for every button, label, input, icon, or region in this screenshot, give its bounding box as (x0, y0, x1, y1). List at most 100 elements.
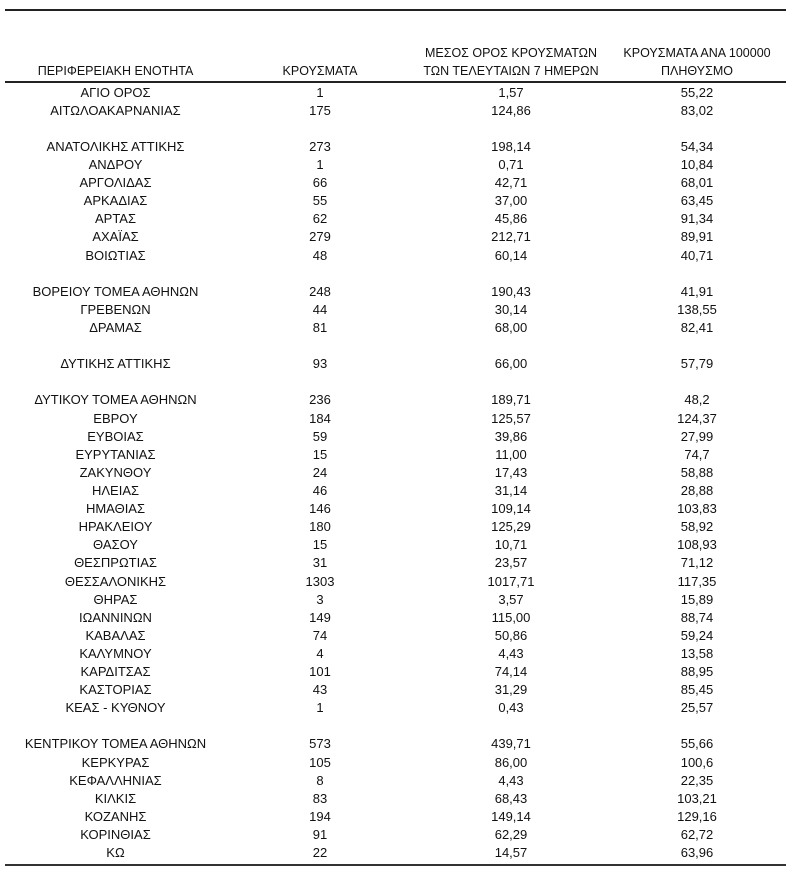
cases-cell: 55 (312, 193, 328, 209)
avg7-cell: 62,29 (494, 827, 528, 843)
cases-cell: 279 (309, 229, 331, 245)
region-cell: ΑΡΤΑΣ (94, 211, 137, 227)
bottom-rule (5, 863, 786, 866)
cases-cell: 4 (316, 645, 324, 661)
table-row: ΚΩ 22 14,57 63,96 (5, 844, 786, 862)
per100k-cell: 58,92 (680, 519, 714, 535)
region-cell: ΚΕΦΑΛΛΗΝΙΑΣ (69, 772, 162, 788)
table-row: ΑΧΑΪΑΣ 279 212,71 89,91 (5, 228, 786, 246)
cases-cell: 236 (309, 392, 331, 408)
region-cell: ΚΑΣΤΟΡΙΑΣ (79, 682, 152, 698)
header-per100k-line2: ΠΛΗΘΥΣΜΟ (661, 64, 733, 78)
region-cell: ΔΥΤΙΚΟΥ ΤΟΜΕΑ ΑΘΗΝΩΝ (34, 392, 197, 408)
per100k-cell: 108,93 (677, 537, 717, 553)
region-cell: ΚΑΒΑΛΑΣ (85, 627, 146, 643)
cases-cell: 1 (316, 700, 324, 716)
avg7-cell: 125,57 (491, 410, 531, 426)
cases-cell: 1 (316, 84, 324, 100)
per100k-cell: 28,88 (680, 482, 714, 498)
table-row: ΔΥΤΙΚΗΣ ΑΤΤΙΚΗΣ 93 66,00 57,79 (5, 355, 786, 373)
region-cell: ΑΙΤΩΛΟΑΚΑΡΝΑΝΙΑΣ (50, 102, 181, 118)
region-cell: ΚΕΡΚΥΡΑΣ (81, 754, 150, 770)
avg7-cell: 68,00 (494, 319, 528, 335)
table-row: ΙΩΑΝΝΙΝΩΝ 149 115,00 88,74 (5, 608, 786, 626)
region-cell: ΑΝΔΡΟΥ (88, 156, 143, 172)
per100k-cell: 62,72 (680, 827, 714, 843)
cases-cell: 248 (309, 283, 331, 299)
per100k-cell: 74,7 (684, 446, 710, 462)
cases-cell: 74 (312, 627, 328, 643)
cases-cell: 180 (309, 519, 331, 535)
avg7-cell: 45,86 (494, 211, 528, 227)
table-row: ΘΑΣΟΥ 15 10,71 108,93 (5, 536, 786, 554)
region-cell: ΗΜΑΘΙΑΣ (85, 501, 146, 517)
per100k-cell: 100,6 (680, 754, 714, 770)
per100k-cell: 71,12 (680, 555, 714, 571)
table-row: ΚΕΑΣ - ΚΥΘΝΟΥ 1 0,43 25,57 (5, 699, 786, 717)
table-row: ΚΕΦΑΛΛΗΝΙΑΣ 8 4,43 22,35 (5, 771, 786, 789)
table-row: ΘΕΣΠΡΩΤΙΑΣ 31 23,57 71,12 (5, 554, 786, 572)
header-per100k: ΚΡΟΥΣΜΑΤΑ ΑΝΑ 100000 ΠΛΗΘΥΣΜΟ (608, 44, 786, 81)
region-cell: ΘΕΣΣΑΛΟΝΙΚΗΣ (64, 573, 167, 589)
per100k-cell: 63,45 (680, 193, 714, 209)
region-cell: ΘΕΣΠΡΩΤΙΑΣ (74, 555, 157, 571)
per100k-cell: 55,22 (680, 84, 714, 100)
avg7-cell: 60,14 (494, 247, 528, 263)
per100k-cell: 54,34 (680, 138, 714, 154)
cases-cell: 15 (312, 446, 328, 462)
cases-cell: 83 (312, 790, 328, 806)
cases-cell: 1303 (305, 573, 335, 589)
table-row: ΘΕΣΣΑΛΟΝΙΚΗΣ 1303 1017,71 117,35 (5, 572, 786, 590)
per100k-cell: 83,02 (680, 102, 714, 118)
cases-cell: 15 (312, 537, 328, 553)
region-cell: ΔΡΑΜΑΣ (89, 319, 142, 335)
cases-cell: 194 (309, 808, 331, 824)
avg7-cell: 109,14 (491, 501, 531, 517)
avg7-cell: 31,14 (494, 482, 528, 498)
table-row: ΗΜΑΘΙΑΣ 146 109,14 103,83 (5, 500, 786, 518)
region-cell: ΑΡΚΑΔΙΑΣ (83, 193, 148, 209)
table-row: ΚΑΛΥΜΝΟΥ 4 4,43 13,58 (5, 644, 786, 662)
cases-cell: 3 (316, 591, 324, 607)
cases-cell: 44 (312, 301, 328, 317)
table-row: ΕΥΒΟΙΑΣ 59 39,86 27,99 (5, 427, 786, 445)
table-row: ΑΓΙΟ ΟΡΟΣ 1 1,57 55,22 (5, 83, 786, 101)
table-row: ΚΟΡΙΝΘΙΑΣ 91 62,29 62,72 (5, 825, 786, 843)
header-cases: ΚΡΟΥΣΜΑΤΑ (226, 62, 414, 81)
region-cell: ΚΕΝΤΡΙΚΟΥ ΤΟΜΕΑ ΑΘΗΝΩΝ (24, 736, 207, 752)
region-cell: ΑΧΑΪΑΣ (92, 229, 139, 245)
table-row: ΚΟΖΑΝΗΣ 194 149,14 129,16 (5, 807, 786, 825)
per100k-cell: 59,24 (680, 627, 714, 643)
region-cell: ΘΗΡΑΣ (93, 591, 138, 607)
per100k-cell: 89,91 (680, 229, 714, 245)
avg7-cell: 0,43 (498, 700, 524, 716)
region-cell: ΓΡΕΒΕΝΩΝ (80, 301, 151, 317)
avg7-cell: 68,43 (494, 790, 528, 806)
per100k-cell: 103,83 (677, 501, 717, 517)
region-cell: ΑΓΙΟ ΟΡΟΣ (80, 84, 151, 100)
avg7-cell: 39,86 (494, 428, 528, 444)
per100k-cell: 55,66 (680, 736, 714, 752)
per100k-cell: 63,96 (680, 845, 714, 861)
table-row: ΕΥΡΥΤΑΝΙΑΣ 15 11,00 74,7 (5, 445, 786, 463)
table-row: ΑΝΑΤΟΛΙΚΗΣ ΑΤΤΙΚΗΣ 273 198,14 54,34 (5, 137, 786, 155)
table-row: ΚΑΒΑΛΑΣ 74 50,86 59,24 (5, 626, 786, 644)
avg7-cell: 4,43 (498, 645, 524, 661)
region-cell: ΚΟΖΑΝΗΣ (84, 808, 147, 824)
avg7-cell: 4,43 (498, 772, 524, 788)
table-row: ΚΕΝΤΡΙΚΟΥ ΤΟΜΕΑ ΑΘΗΝΩΝ 573 439,71 55,66 (5, 735, 786, 753)
avg7-cell: 198,14 (491, 138, 531, 154)
region-cell: ΑΡΓΟΛΙΔΑΣ (79, 175, 152, 191)
avg7-cell: 1017,71 (487, 573, 535, 589)
region-cell: ΔΥΤΙΚΗΣ ΑΤΤΙΚΗΣ (60, 356, 171, 372)
per100k-cell: 88,95 (680, 664, 714, 680)
cases-cell: 573 (309, 736, 331, 752)
per100k-cell: 15,89 (680, 591, 714, 607)
per100k-cell: 103,21 (677, 790, 717, 806)
cases-cell: 48 (312, 247, 328, 263)
table-row: ΗΛΕΙΑΣ 46 31,14 28,88 (5, 481, 786, 499)
table-row: ΕΒΡΟΥ 184 125,57 124,37 (5, 409, 786, 427)
avg7-cell: 10,71 (494, 537, 528, 553)
table-row: ΒΟΡΕΙΟΥ ΤΟΜΕΑ ΑΘΗΝΩΝ 248 190,43 41,91 (5, 282, 786, 300)
table-row: ΑΡΤΑΣ 62 45,86 91,34 (5, 210, 786, 228)
